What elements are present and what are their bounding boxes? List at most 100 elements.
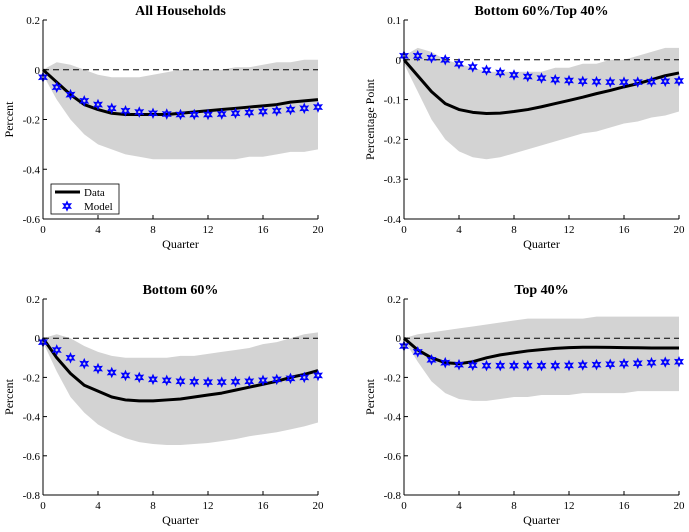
model-point: [440, 54, 451, 66]
model-point: [285, 103, 296, 116]
x-tick-label: 16: [619, 500, 631, 512]
y-tick-label: 0: [35, 333, 41, 345]
y-tick-label: 0: [396, 333, 402, 345]
model-point: [522, 70, 533, 83]
model-point: [257, 374, 269, 387]
y-tick-label: -0.2: [23, 372, 40, 384]
model-point: [550, 359, 561, 372]
y-tick-label: -0.8: [23, 490, 41, 502]
model-point: [508, 69, 520, 81]
x-tick-label: 8: [511, 224, 517, 236]
x-tick-label: 12: [203, 500, 214, 512]
y-tick-label: -0.4: [23, 412, 41, 424]
legend-box: [50, 183, 120, 215]
model-point: [632, 357, 643, 370]
model-point: [591, 75, 602, 88]
chart-panel: 0 4 8 12 16 20 0.2 0 -0.2 -0.4 -0.6 -0.8 Top 40% Quar…: [363, 283, 685, 527]
y-tick-label: -0.1: [384, 95, 401, 107]
model-point: [175, 375, 186, 388]
model-point: [508, 359, 520, 372]
model-point: [189, 108, 200, 121]
y-tick-label: 0: [35, 65, 41, 77]
model-point: [51, 344, 62, 356]
chart-panel: 0 4 8 12 16 20 0.1 0 -0.1 -0.2 -0.3 -0.4 Bottom 60%/…: [363, 4, 685, 251]
x-tick-label: 4: [95, 500, 101, 512]
x-tick-label: 8: [511, 500, 517, 512]
model-point: [646, 356, 657, 369]
x-axis-label: Quarter: [162, 237, 199, 251]
x-tick-label: 12: [564, 224, 575, 236]
model-point: [271, 105, 282, 117]
x-tick-label: 20: [313, 224, 325, 236]
model-point: [244, 106, 255, 119]
model-point: [646, 75, 657, 88]
y-tick-label: 0: [396, 55, 402, 67]
chart-title: Bottom 60%/Top 40%: [474, 4, 608, 19]
model-point: [660, 356, 671, 368]
x-tick-label: 0: [401, 500, 407, 512]
y-tick-label: -0.4: [384, 214, 402, 226]
model-point: [632, 76, 643, 88]
x-tick-label: 20: [674, 500, 686, 512]
model-point: [605, 358, 616, 371]
model-point: [51, 81, 62, 93]
model-point: [230, 107, 241, 120]
y-axis-label: Percent: [363, 378, 377, 415]
chart-panel: 0 4 8 12 16 20 0.2 0 -0.2 -0.4 -0.6 All Households Q…: [2, 4, 324, 251]
model-point: [92, 362, 104, 375]
model-point: [299, 102, 310, 115]
y-tick-label: 0.2: [26, 15, 40, 27]
y-tick-label: -0.2: [23, 115, 40, 127]
model-point: [550, 73, 561, 86]
model-point: [481, 359, 492, 372]
data-series-line: [403, 337, 679, 366]
model-point: [161, 374, 172, 387]
model-point: [271, 373, 282, 386]
model-point: [426, 353, 437, 366]
x-tick-label: 20: [674, 224, 686, 236]
model-point: [495, 359, 506, 372]
y-tick-label: -0.6: [23, 451, 41, 463]
chart-panel: 0 4 8 12 16 20 0.2 0 -0.2 -0.4 -0.6 -0.8 Bottom 60% Q…: [2, 283, 324, 527]
model-point: [563, 74, 575, 87]
model-point: [412, 346, 423, 358]
x-tick-label: 12: [564, 500, 575, 512]
model-point: [673, 75, 685, 87]
x-tick-label: 0: [401, 224, 407, 236]
legend-model-swatch: [61, 200, 73, 212]
x-tick-label: 4: [456, 500, 462, 512]
model-point: [660, 75, 671, 88]
model-point: [175, 108, 186, 121]
x-tick-label: 12: [203, 224, 214, 236]
model-point: [563, 359, 575, 372]
model-point: [412, 50, 423, 62]
model-point: [92, 98, 104, 111]
model-point: [285, 372, 296, 385]
model-point: [147, 107, 159, 120]
model-point: [202, 108, 214, 121]
chart-title: Bottom 60%: [143, 283, 219, 298]
x-tick-label: 4: [95, 224, 101, 236]
data-series-line: [41, 68, 319, 117]
model-point: [134, 371, 145, 384]
model-point: [618, 76, 630, 88]
x-tick-label: 4: [456, 224, 462, 236]
chart-title: Top 40%: [514, 283, 568, 298]
model-point: [120, 369, 131, 382]
y-tick-label: 0.2: [26, 294, 40, 306]
y-tick-label: -0.4: [384, 412, 402, 424]
model-point: [257, 105, 269, 118]
confidence-band: [404, 316, 679, 401]
model-point: [230, 375, 241, 388]
model-point: [120, 105, 131, 117]
model-point: [453, 58, 465, 70]
y-tick-label: -0.6: [384, 451, 402, 463]
y-axis-label: Percent: [2, 101, 16, 138]
x-axis-label: Quarter: [523, 237, 560, 251]
model-point: [536, 72, 547, 84]
model-point: [106, 366, 117, 379]
model-point: [216, 108, 227, 120]
model-point: [440, 356, 451, 369]
y-tick-label: -0.6: [23, 214, 41, 226]
